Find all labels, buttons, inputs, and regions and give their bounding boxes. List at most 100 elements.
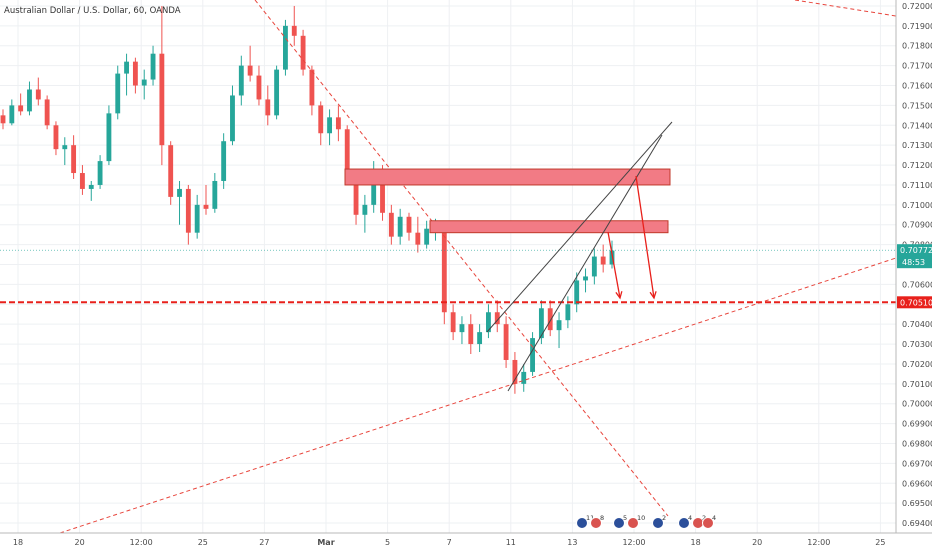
price-tick-label: 0.70400	[902, 320, 932, 329]
support-price-badge	[897, 296, 932, 309]
candle-body	[185, 188, 191, 233]
candle-body	[141, 79, 147, 86]
event-count-label: 11	[586, 514, 594, 522]
us-flag-icon	[702, 517, 714, 529]
candle-body	[503, 324, 509, 360]
us-flag-icon	[627, 517, 639, 529]
candle-body	[556, 320, 562, 331]
price-tick-label: 0.71300	[902, 141, 932, 150]
price-tick-label: 0.71800	[902, 42, 932, 51]
grid	[0, 0, 896, 533]
candle-body	[583, 276, 588, 281]
forecast-arrow-shaft	[635, 175, 655, 299]
time-tick-label: 18	[691, 538, 701, 547]
au-flag-icon	[613, 517, 625, 529]
price-tick-label: 0.70000	[902, 400, 932, 409]
candle-body	[62, 145, 68, 150]
candle-body	[35, 89, 41, 100]
resistance-zone	[429, 220, 669, 234]
drawings	[0, 0, 897, 534]
candle-body	[124, 61, 129, 74]
candle-body	[309, 69, 315, 106]
event-count-label: 4	[712, 514, 716, 522]
candle-body	[530, 338, 535, 372]
candle-body	[80, 173, 85, 189]
candle-body	[71, 145, 77, 174]
price-tick-label: 0.69600	[902, 479, 932, 488]
descending-trendline	[254, 0, 669, 517]
candle-body	[477, 332, 483, 345]
candle-body	[424, 228, 430, 245]
time-tick-label: Mar	[317, 538, 334, 547]
candle-body	[512, 359, 518, 384]
candle-body	[335, 117, 341, 130]
event-count-label: 2	[662, 514, 666, 522]
event-flag-au: 4	[678, 514, 692, 529]
time-axis-background	[0, 533, 932, 550]
time-tick-label: 25	[875, 538, 885, 547]
price-tick-label: 0.72000	[902, 2, 932, 11]
price-tick-label: 0.70200	[902, 360, 932, 369]
time-tick-label: 12:00	[807, 538, 830, 547]
time-tick-label: 7	[447, 538, 452, 547]
time-tick-label: 20	[75, 538, 85, 547]
event-flag-au: 11	[576, 514, 594, 529]
candle-body	[247, 65, 253, 76]
candle-body	[371, 169, 377, 205]
candle-body	[168, 145, 174, 197]
time-tick-label: 20	[752, 538, 762, 547]
price-tick-label: 0.71900	[902, 22, 932, 31]
time-tick-label: 13	[567, 538, 577, 547]
candle-body	[353, 175, 359, 215]
event-flag-au: 5	[613, 514, 627, 529]
candle-body	[441, 224, 447, 313]
candle-body	[230, 95, 235, 142]
price-axis-background	[896, 0, 932, 550]
candle-body	[106, 113, 112, 162]
price-tick-label: 0.70100	[902, 380, 932, 389]
event-count-label: 5	[623, 514, 627, 522]
candle-body	[256, 75, 262, 100]
candle-body	[27, 89, 32, 112]
candles	[0, 5, 615, 394]
candle-body	[486, 312, 491, 333]
candle-body	[327, 117, 332, 134]
price-tick-label: 0.70300	[902, 340, 932, 349]
price-tick-label: 0.71000	[902, 201, 932, 210]
candle-body	[591, 256, 597, 277]
candle-body	[0, 115, 6, 124]
price-tick-label: 0.70600	[902, 280, 932, 289]
candle-body	[115, 73, 121, 114]
event-count-label: 4	[688, 514, 692, 522]
time-tick-label: 25	[198, 538, 208, 547]
price-tick-label: 0.69700	[902, 459, 932, 468]
candle-body	[221, 141, 227, 181]
event-flag-au: 2	[652, 514, 666, 529]
candle-body	[265, 99, 271, 116]
candle-body	[468, 324, 474, 345]
candle-body	[459, 324, 465, 333]
resistance-zone	[344, 168, 671, 186]
candle-body	[397, 216, 403, 237]
candle-body	[274, 69, 280, 116]
candle-body	[300, 35, 306, 70]
last-price-label: 0.70772	[900, 246, 932, 255]
forecast-arrow-head	[615, 291, 623, 300]
au-flag-icon	[652, 517, 664, 529]
time-tick-label: 27	[259, 538, 269, 547]
event-flag-us: 4	[702, 514, 716, 529]
candle-body	[159, 53, 165, 146]
candle-body	[574, 280, 580, 305]
forecast-arrow-shaft	[607, 231, 621, 299]
candle-body	[9, 105, 15, 124]
candle-body	[494, 312, 500, 325]
candle-body	[194, 204, 200, 233]
wedge-upper-line	[486, 121, 673, 333]
candle-body	[600, 256, 606, 265]
price-tick-label: 0.69400	[902, 519, 932, 528]
candle-body	[406, 216, 412, 233]
countdown-label: 48:53	[902, 258, 925, 267]
